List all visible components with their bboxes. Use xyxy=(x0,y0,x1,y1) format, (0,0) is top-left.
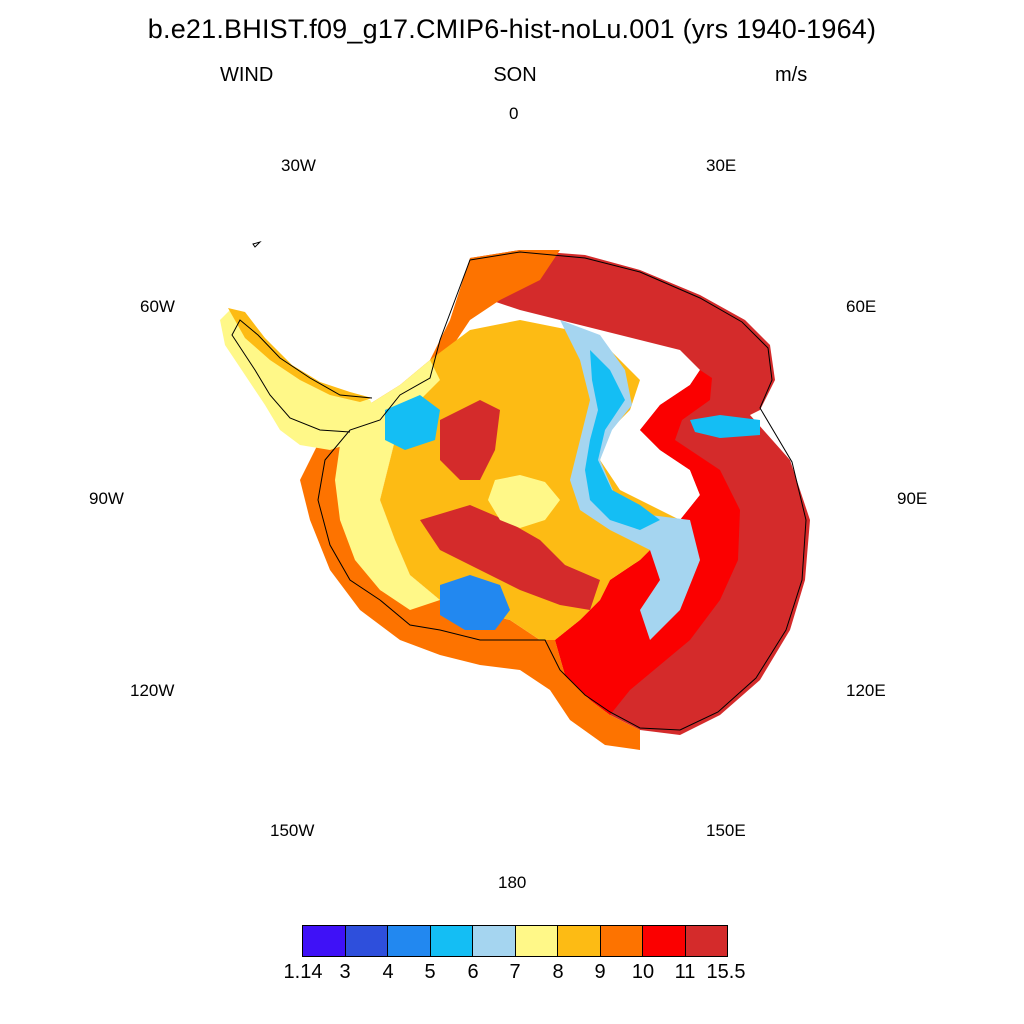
lon-label-60w: 60W xyxy=(140,297,175,316)
wind-band-cyan xyxy=(585,350,660,530)
lon-label-180: 180 xyxy=(498,873,527,892)
wind-field xyxy=(220,250,810,750)
colorbar-bin xyxy=(302,925,345,957)
colorbar-tick-label: 5 xyxy=(424,961,436,983)
wind-band-outer xyxy=(470,250,810,735)
colorbar-bin xyxy=(472,925,515,957)
lon-label-60e: 60E xyxy=(846,297,877,316)
colorbar-tick-label: 11 xyxy=(674,961,696,983)
colorbar-tick-label: 4 xyxy=(382,961,394,983)
lon-label-0: 0 xyxy=(509,104,519,123)
variable-label: WIND xyxy=(220,64,274,86)
coastline xyxy=(231,240,807,731)
colorbar-tick-label: 9 xyxy=(594,961,606,983)
colorbar-bin xyxy=(387,925,430,957)
colorbar-tick-label: 10 xyxy=(631,961,655,983)
wind-amery-strip xyxy=(690,415,760,438)
wind-band-red xyxy=(555,370,740,715)
plot-title: b.e21.BHIST.f09_g17.CMIP6-hist-noLu.001 … xyxy=(147,14,877,44)
colorbar-bin xyxy=(429,925,472,957)
lon-label-90w: 90W xyxy=(89,489,124,508)
wind-weddell-cyan xyxy=(385,395,440,450)
colorbar-bin xyxy=(599,925,642,957)
lon-label-30w: 30W xyxy=(281,156,316,175)
colorbar-ticks: 1.14 3 4 5 6 7 8 9 10 11 15.5 xyxy=(0,961,1024,991)
wind-interior-dark-2 xyxy=(420,505,600,610)
lon-label-120w: 120W xyxy=(130,681,175,700)
lon-label-150e: 150E xyxy=(706,821,746,840)
wind-peninsula-edge xyxy=(228,308,372,402)
colorbar-tick-label: 1.14 xyxy=(283,961,323,983)
colorbar-tick-label: 15.5 xyxy=(706,961,746,983)
lon-label-150w: 150W xyxy=(270,821,315,840)
wind-band-orange xyxy=(300,250,640,750)
wind-ross-sea-blue xyxy=(440,575,510,630)
colorbar xyxy=(302,925,728,957)
lon-label-90e: 90E xyxy=(897,489,928,508)
wind-band-light-blue xyxy=(560,320,700,640)
colorbar-tick-label: 8 xyxy=(552,961,564,983)
colorbar-tick-label: 3 xyxy=(339,961,351,983)
colorbar-bin xyxy=(557,925,600,957)
colorbar-bin xyxy=(344,925,387,957)
wind-interior-dark xyxy=(440,400,500,480)
colorbar-tick-label: 7 xyxy=(509,961,521,983)
lon-label-30e: 30E xyxy=(706,156,737,175)
units-label: m/s xyxy=(775,64,808,86)
season-label: SON xyxy=(493,64,537,86)
wind-dome-center xyxy=(488,475,560,528)
colorbar-bin xyxy=(514,925,557,957)
colorbar-tick-label: 6 xyxy=(467,961,479,983)
lon-label-120e: 120E xyxy=(846,681,886,700)
colorbar-bin xyxy=(642,925,685,957)
colorbar-bin xyxy=(684,925,728,957)
